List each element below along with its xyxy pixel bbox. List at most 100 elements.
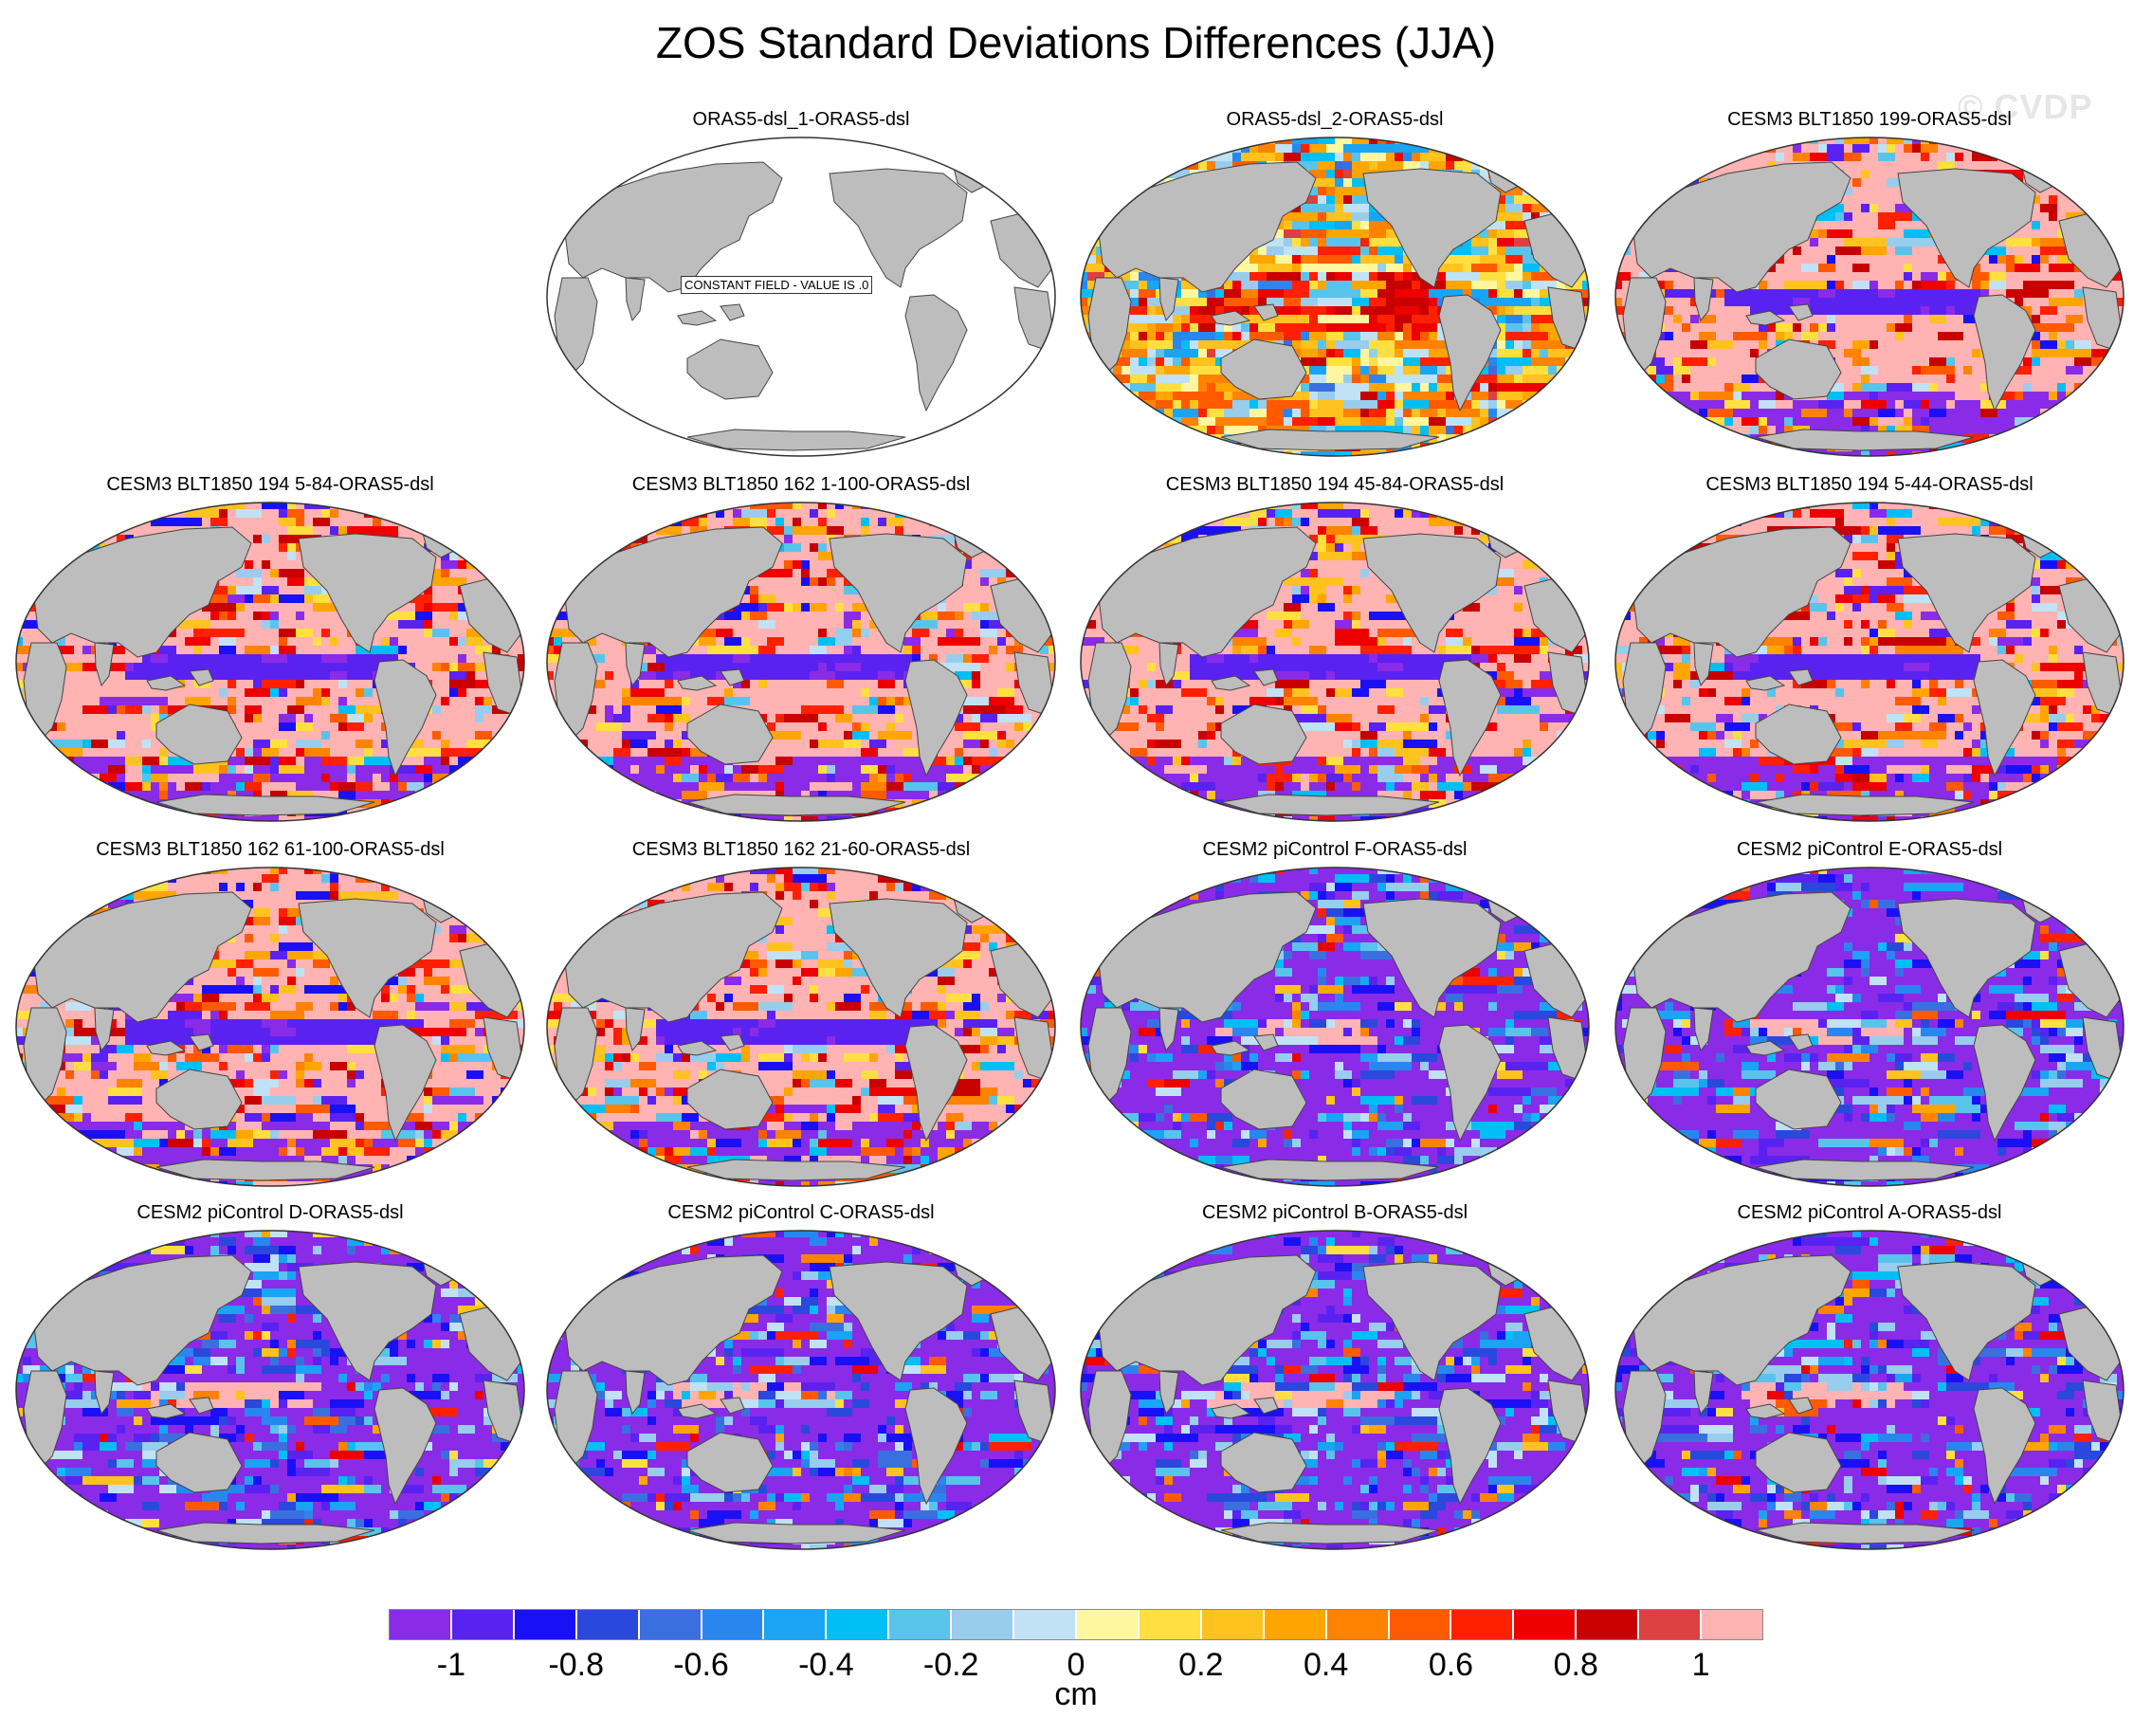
panel-title: CESM2 piControl D-ORAS5-dsl xyxy=(5,1202,536,1224)
land-mass xyxy=(686,704,774,765)
colorbar-swatch xyxy=(951,1609,1014,1640)
world-map xyxy=(15,867,525,1187)
colorbar-swatch xyxy=(1513,1609,1577,1640)
colorbar-tick-label: 0 xyxy=(1067,1647,1085,1684)
colorbar-tick-label: -0.2 xyxy=(923,1647,979,1684)
land-mass xyxy=(1211,675,1251,691)
land-mass xyxy=(1362,533,1502,653)
land-mass xyxy=(1438,1387,1502,1506)
land-mass xyxy=(686,429,906,451)
land-mass xyxy=(625,1007,646,1052)
land-mass xyxy=(1362,168,1502,288)
map-panel: CESM3 BLT1850 194 5-84-ORAS5-dsl xyxy=(5,474,536,839)
land-mass xyxy=(23,1007,67,1108)
map-panel: CESM2 piControl C-ORAS5-dsl xyxy=(536,1202,1067,1567)
land-mass xyxy=(720,303,745,321)
map-panel: ORAS5-dsl_2-ORAS5-dsl xyxy=(1069,109,1600,474)
map-outline xyxy=(1614,867,2125,1187)
colorbar-swatch xyxy=(1638,1609,1702,1640)
constant-field-label: CONSTANT FIELD - VALUE IS .0 xyxy=(681,276,873,294)
panel-title: ORAS5-dsl_2-ORAS5-dsl xyxy=(1069,109,1600,131)
land-mass xyxy=(554,1007,598,1108)
land-mass xyxy=(1220,1432,1307,1493)
land-mass xyxy=(1438,294,1502,412)
land-mass xyxy=(1745,1040,1786,1056)
map-panel: CESM3 BLT1850 162 1-100-ORAS5-dsl xyxy=(536,474,1067,839)
land-mass xyxy=(1362,898,1502,1018)
land-mass xyxy=(1973,659,2036,777)
land-mass xyxy=(1897,533,2036,653)
land-mass xyxy=(1897,898,2036,1018)
land-mass xyxy=(625,642,646,687)
land-mass xyxy=(146,675,187,691)
land-mass xyxy=(1693,1370,1714,1416)
map-panel: CESM3 BLT1850 194 5-44-ORAS5-dsl xyxy=(1604,474,2135,839)
land-mass xyxy=(1158,1370,1179,1416)
colorbar-tick-label: -0.8 xyxy=(548,1647,604,1684)
land-mass xyxy=(686,1432,774,1493)
land-mass xyxy=(1158,642,1179,687)
land-mass xyxy=(1632,1254,1851,1386)
land-mass xyxy=(1211,310,1251,326)
colorbar-swatch xyxy=(1076,1609,1139,1640)
land-mass xyxy=(1087,1370,1132,1471)
land-mass xyxy=(1087,642,1132,743)
panel-title: CESM3 BLT1850 194 45-84-ORAS5-dsl xyxy=(1069,474,1600,496)
land-mass xyxy=(1693,642,1714,687)
land-mass xyxy=(829,1261,968,1381)
land-mass xyxy=(1087,1007,1132,1108)
land-mass xyxy=(146,1040,187,1056)
land-mass xyxy=(1158,1007,1179,1052)
world-map xyxy=(546,1230,1056,1550)
map-outline xyxy=(1080,867,1590,1187)
land-mass xyxy=(1220,1159,1440,1181)
world-map xyxy=(1614,1230,2125,1550)
world-map xyxy=(1614,502,2125,822)
colorbar-swatch xyxy=(389,1609,451,1640)
land-mass xyxy=(94,1370,115,1416)
map-outline xyxy=(15,1230,525,1550)
land-mass xyxy=(1158,277,1179,322)
colorbar-swatch xyxy=(1138,1609,1201,1640)
colorbar xyxy=(389,1609,1763,1640)
colorbar-tick-label: -0.4 xyxy=(798,1647,854,1684)
land-mass xyxy=(1897,168,2036,288)
land-mass xyxy=(677,675,718,691)
land-mass xyxy=(1220,704,1307,765)
land-mass xyxy=(563,1254,783,1386)
land-mass xyxy=(1755,1069,1842,1130)
map-outline xyxy=(15,502,525,822)
land-mass xyxy=(1220,429,1440,451)
panel-title: CESM2 piControl B-ORAS5-dsl xyxy=(1069,1202,1600,1224)
land-mass xyxy=(1087,277,1132,378)
land-mass xyxy=(1693,1007,1714,1052)
land-mass xyxy=(686,338,774,400)
map-outline xyxy=(546,502,1056,822)
land-mass xyxy=(155,1432,243,1493)
land-mass xyxy=(1097,891,1317,1023)
land-mass xyxy=(32,526,252,658)
map-outline xyxy=(1614,137,2125,457)
land-mass xyxy=(155,794,375,816)
panel-title: CESM3 BLT1850 162 21-60-ORAS5-dsl xyxy=(536,839,1067,861)
land-mass xyxy=(1220,338,1307,400)
land-mass xyxy=(1755,1432,1842,1493)
map-outline xyxy=(1614,502,2125,822)
panel-title: CESM3 BLT1850 199-ORAS5-dsl xyxy=(1604,109,2135,131)
map-outline xyxy=(1080,137,1590,457)
land-mass xyxy=(1973,1387,2036,1506)
land-mass xyxy=(1220,1522,1440,1544)
land-mass xyxy=(32,891,252,1023)
land-mass xyxy=(1211,1040,1251,1056)
land-mass xyxy=(189,1397,214,1415)
land-mass xyxy=(1438,659,1502,777)
land-mass xyxy=(1211,1403,1251,1419)
world-map xyxy=(546,867,1056,1187)
map-outline xyxy=(546,1230,1056,1550)
land-mass xyxy=(32,1254,252,1386)
land-mass xyxy=(1253,1033,1279,1051)
land-mass xyxy=(298,533,437,653)
land-mass xyxy=(374,1024,437,1142)
colorbar-swatch xyxy=(638,1609,702,1640)
land-mass xyxy=(1755,794,1975,816)
